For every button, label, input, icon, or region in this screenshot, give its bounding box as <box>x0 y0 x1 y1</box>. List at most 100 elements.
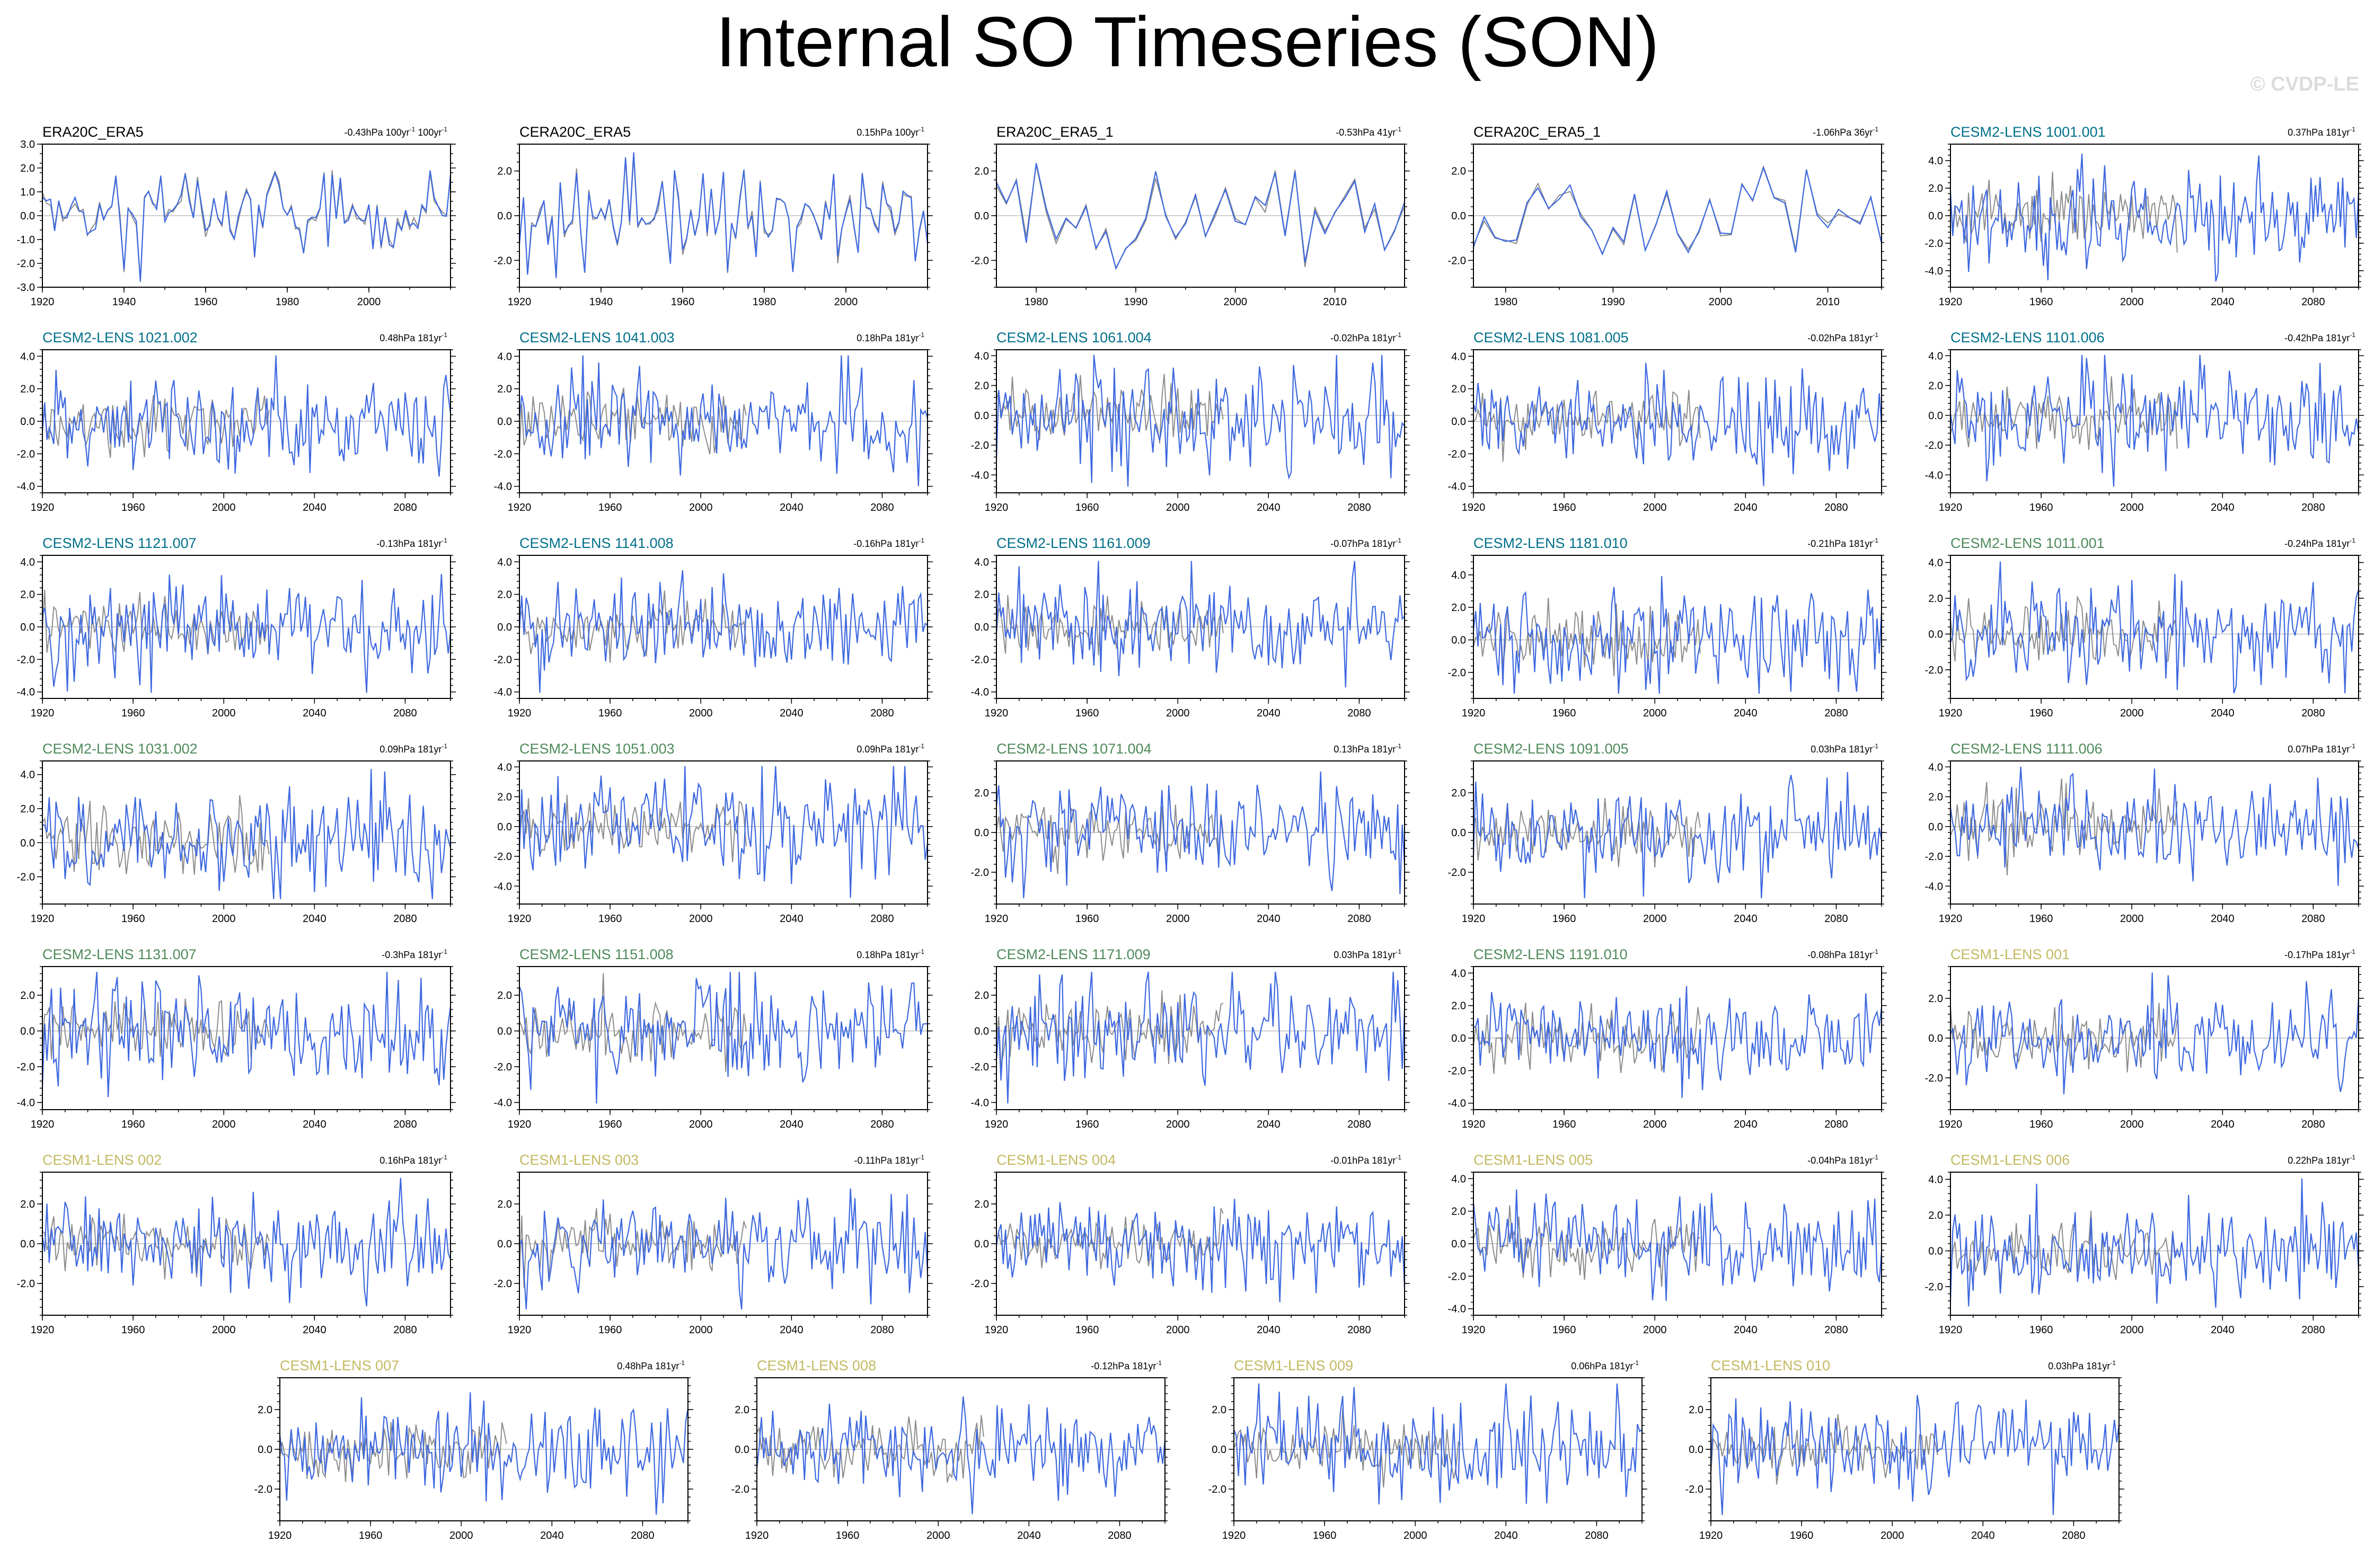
model-series-line <box>279 1392 689 1515</box>
trend-value: -0.02hPa 181yr <box>1330 333 1396 343</box>
timeseries-panel-13: CESM2-LENS 1161.009 -0.07hPa 181yr-1 4.0 2.… <box>971 535 1410 719</box>
x-tick-label: 1920 <box>1939 502 1963 513</box>
y-tick-label: 2.0 <box>974 166 989 178</box>
model-series-line <box>518 766 929 898</box>
x-tick-label: 1960 <box>2029 1324 2053 1336</box>
x-tick-label: 1920 <box>985 1324 1009 1336</box>
x-tick-label: 2080 <box>1347 913 1371 925</box>
y-tick-label: -2.0 <box>494 255 512 267</box>
panel-title: CERA20C_ERA5 <box>519 124 631 140</box>
y-tick-label: -3.0 <box>17 282 35 294</box>
x-tick-label: 1960 <box>121 707 145 719</box>
y-tick-label: 2.0 <box>1451 787 1466 799</box>
y-tick-label: 0.0 <box>974 410 989 422</box>
x-tick-label: 2000 <box>1166 1324 1190 1336</box>
x-tick-label: 1920 <box>985 707 1009 719</box>
trend-exponent: -1 <box>2350 742 2355 750</box>
trend-value: 0.09hPa 181yr <box>379 744 442 755</box>
obs-series-line <box>279 1422 507 1482</box>
x-tick-label: 2000 <box>1643 913 1667 925</box>
y-tick-label: -2.0 <box>1208 1484 1226 1495</box>
obs-series-line <box>1473 165 1882 255</box>
x-tick-label: 2040 <box>1257 502 1281 513</box>
trend-value: -0.01hPa 181yr <box>1330 1155 1396 1166</box>
x-tick-label: 1920 <box>1939 1324 1963 1336</box>
y-tick-label: 3.0 <box>20 139 35 150</box>
y-tick-label: 0.0 <box>258 1444 272 1456</box>
x-tick-label: 2040 <box>1971 1530 1995 1542</box>
x-tick-label: 2040 <box>1257 707 1281 719</box>
timeseries-panel-12: CESM2-LENS 1141.008 -0.16hPa 181yr-1 4.0 2.… <box>494 535 933 719</box>
x-tick-label: 1960 <box>194 296 218 308</box>
timeseries-panel-32: CESM1-LENS 008 -0.12hPa 181yr-1 2.0 0.0 -2.0… <box>731 1358 1170 1542</box>
y-tick-label: 0.0 <box>1451 416 1466 428</box>
obs-series-line <box>1233 1408 1461 1488</box>
panel-title: CESM1-LENS 009 <box>1234 1358 1353 1374</box>
x-tick-label: 1920 <box>31 296 55 308</box>
trend-label: -0.01hPa 181yr-1 <box>1330 1154 1401 1166</box>
x-tick-label: 2080 <box>870 502 894 513</box>
y-tick-label: 2.0 <box>20 384 35 395</box>
x-tick-label: 2080 <box>2301 1119 2325 1130</box>
x-tick-label: 2000 <box>2120 1324 2144 1336</box>
y-tick-label: 2.0 <box>1928 380 1943 392</box>
x-tick-label: 2040 <box>2211 1119 2235 1130</box>
trend-value: 0.18hPa 181yr <box>857 950 919 960</box>
panel-title: CESM2-LENS 1121.007 <box>42 535 197 551</box>
trend-exponent: -1 <box>1873 126 1878 133</box>
y-tick-label: 0.0 <box>1451 827 1466 839</box>
x-tick-label: 1960 <box>1790 1530 1814 1542</box>
x-tick-label: 2080 <box>1108 1530 1132 1542</box>
y-tick-label: -4.0 <box>494 687 512 698</box>
y-tick-label: 1.0 <box>20 187 35 198</box>
x-tick-label: 1980 <box>1025 296 1048 308</box>
panel-title: CESM2-LENS 1071.004 <box>996 741 1152 757</box>
trend-label: -0.02hPa 181yr-1 <box>1330 331 1401 343</box>
x-tick-label: 2080 <box>870 1324 894 1336</box>
trend-exponent: -1 <box>410 126 416 133</box>
obs-series-line <box>42 170 451 282</box>
timeseries-panel-16: CESM2-LENS 1031.002 0.09hPa 181yr-1 4.0 2.0… <box>17 741 456 925</box>
y-tick-label: -2.0 <box>731 1484 749 1495</box>
x-tick-label: 2080 <box>393 913 417 925</box>
model-series-line <box>41 574 452 693</box>
figure-title: Internal SO Timeseries (SON) <box>716 3 1659 82</box>
trend-value: -0.13hPa 181yr <box>376 538 442 549</box>
model-series-line <box>1472 772 1883 899</box>
x-tick-label: 2040 <box>540 1530 563 1542</box>
y-tick-label: -2.0 <box>971 255 989 267</box>
x-tick-label: 1990 <box>1601 296 1625 308</box>
y-tick-label: -4.0 <box>971 687 989 698</box>
trend-label: -0.17hPa 181yr-1 <box>2284 948 2355 960</box>
x-tick-label: 2040 <box>303 913 326 925</box>
trend-label: 0.03hPa 181yr-1 <box>2048 1359 2116 1371</box>
x-tick-label: 2080 <box>1347 502 1371 513</box>
timeseries-panel-4: CERA20C_ERA5_1 -1.06hPa 36yr-1 2.0 0.0 -2.0 1… <box>1448 124 1887 308</box>
y-tick-label: 2.0 <box>1451 166 1466 178</box>
obs-series-line <box>42 1213 270 1280</box>
x-tick-label: 2000 <box>449 1530 473 1542</box>
model-series-line <box>1949 1178 2360 1308</box>
y-tick-label: 2.0 <box>974 589 989 601</box>
trend-exponent: -1 <box>442 331 447 339</box>
x-tick-label: 1920 <box>985 1119 1009 1130</box>
y-tick-label: -2.0 <box>971 867 989 879</box>
y-tick-label: -2.0 <box>971 1278 989 1290</box>
y-tick-label: 2.0 <box>20 589 35 601</box>
x-tick-label: 2080 <box>1824 1119 1848 1130</box>
trend-exponent: -1 <box>1873 537 1878 544</box>
x-tick-label: 2000 <box>1709 296 1733 308</box>
trend-extra: 100yr <box>415 127 442 138</box>
x-tick-label: 1960 <box>1552 1324 1576 1336</box>
y-tick-label: 0.0 <box>20 1026 35 1038</box>
y-tick-label: 2.0 <box>1212 1404 1226 1416</box>
x-tick-label: 2000 <box>1166 1119 1190 1130</box>
x-tick-label: 1960 <box>598 707 622 719</box>
x-tick-label: 2080 <box>631 1530 655 1542</box>
trend-value: -0.08hPa 181yr <box>1807 950 1873 960</box>
x-tick-label: 2040 <box>303 707 326 719</box>
y-tick-label: 2.0 <box>20 803 35 815</box>
model-series-line <box>518 152 929 278</box>
y-tick-label: -2.0 <box>1448 255 1466 267</box>
trend-value: -0.42hPa 181yr <box>2284 333 2350 343</box>
